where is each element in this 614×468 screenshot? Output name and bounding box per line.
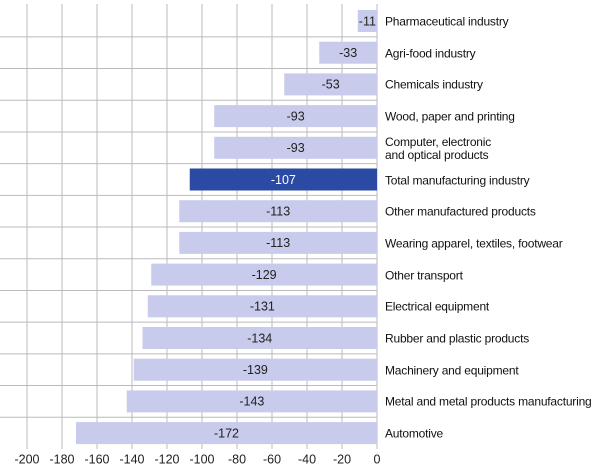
value-label: -33 — [339, 46, 357, 60]
bar — [76, 422, 377, 445]
x-tick-label: 0 — [374, 452, 381, 466]
bar — [284, 73, 377, 96]
bar — [179, 200, 377, 223]
bar — [133, 358, 377, 381]
bar — [126, 390, 377, 413]
x-tick-label: -80 — [228, 452, 246, 466]
category-label: Wearing apparel, textiles, footwear — [385, 236, 563, 251]
value-label: -134 — [247, 331, 272, 345]
value-label: -113 — [266, 236, 290, 250]
bar — [179, 231, 377, 254]
value-label: -11 — [359, 14, 376, 28]
bar — [189, 168, 377, 191]
category-label: Total manufacturing industry — [385, 173, 530, 187]
value-label: -172 — [214, 426, 239, 440]
x-tick-label: -60 — [263, 452, 281, 466]
category-label: Wood, paper and printing — [385, 109, 515, 124]
category-label: Other transport — [385, 268, 463, 283]
bar — [147, 295, 377, 318]
value-label: -93 — [287, 109, 305, 123]
bar — [357, 10, 377, 32]
value-label: -107 — [271, 173, 296, 187]
x-tick-label: -100 — [189, 452, 214, 466]
category-label: Computer, electronic and optical product… — [385, 134, 492, 162]
x-tick-label: -20 — [333, 452, 351, 466]
x-tick-label: -180 — [49, 452, 74, 466]
category-label: Machinery and equipment — [385, 363, 519, 378]
category-label: Metal and metal products manufacturing — [385, 394, 592, 409]
bar — [151, 263, 377, 286]
x-tick-label: -140 — [119, 452, 144, 466]
category-label: Electrical equipment — [385, 299, 490, 314]
value-label: -131 — [250, 300, 275, 314]
bar — [319, 41, 377, 64]
value-label: -139 — [243, 363, 268, 377]
x-tick-label: -160 — [84, 452, 109, 466]
x-tick-label: -200 — [14, 452, 39, 466]
value-label: -53 — [322, 78, 340, 92]
value-label: -129 — [252, 268, 277, 282]
value-label: -113 — [266, 204, 290, 218]
category-label: Other manufactured products — [385, 204, 536, 219]
category-label: Rubber and plastic products — [385, 331, 530, 346]
bar — [214, 136, 377, 159]
category-label: Pharmaceutical industry — [385, 14, 509, 29]
bar — [214, 105, 377, 128]
category-label: Chemicals industry — [385, 77, 483, 92]
x-tick-label: -120 — [154, 452, 179, 466]
bar — [142, 327, 377, 349]
category-label: Automotive — [385, 426, 444, 441]
category-label: Agri-food industry — [385, 46, 476, 61]
value-label: -93 — [287, 141, 305, 155]
value-label: -143 — [239, 395, 264, 409]
x-tick-label: -40 — [298, 452, 316, 466]
